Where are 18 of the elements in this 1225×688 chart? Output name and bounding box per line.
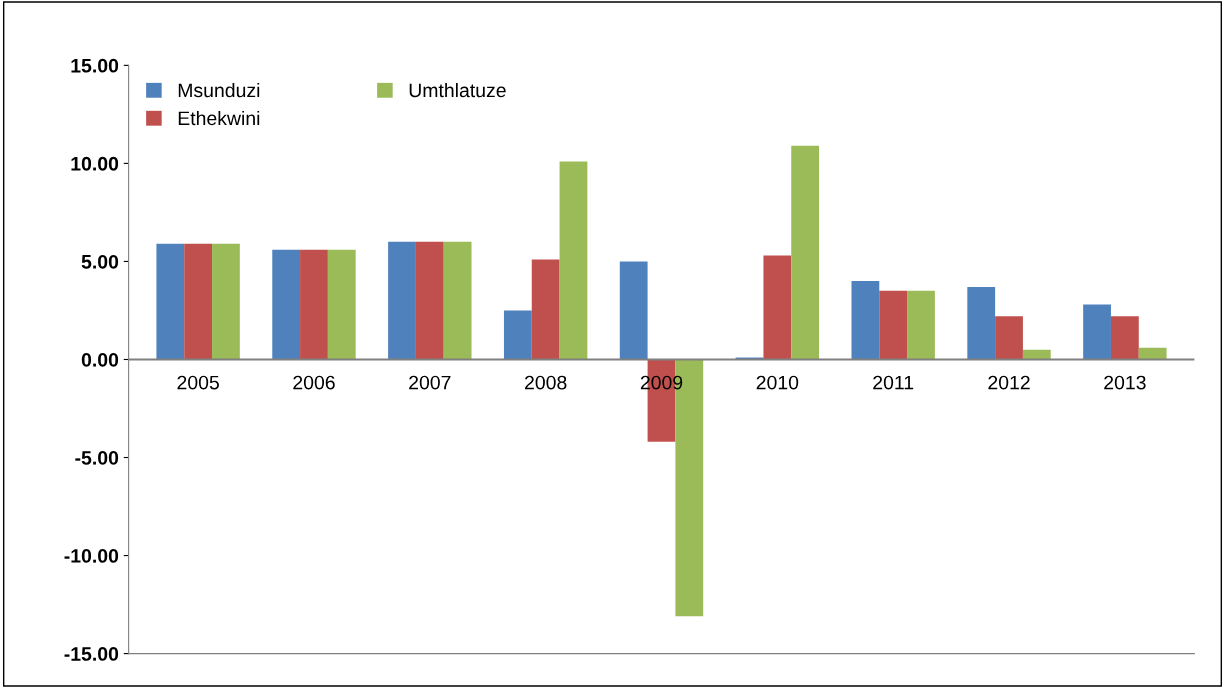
y-tick-label: 0.00 xyxy=(81,352,119,367)
y-tick-label: -5.00 xyxy=(75,450,119,465)
x-tick-label: 2008 xyxy=(525,375,567,390)
y-tick-label: 5.00 xyxy=(81,254,119,269)
legend-label: Msunduzi xyxy=(178,82,260,98)
y-tick-label: -10.00 xyxy=(64,549,119,563)
x-tick-label: 2005 xyxy=(177,375,219,390)
y-tick-label: 15.00 xyxy=(71,58,119,73)
x-tick-label: 2007 xyxy=(409,375,451,390)
x-tick-label: 2013 xyxy=(1104,375,1146,390)
y-tick-label: 10.00 xyxy=(71,156,119,171)
legend-label: Ethekwini xyxy=(178,110,260,126)
legend-label: Umthlatuze xyxy=(409,82,506,98)
y-tick-label: -15.00 xyxy=(64,647,119,661)
x-tick-label: 2006 xyxy=(293,375,335,390)
x-tick-label: 2012 xyxy=(988,375,1030,390)
x-tick-label: 2010 xyxy=(756,375,799,390)
x-tick-label: 2011 xyxy=(873,375,914,390)
